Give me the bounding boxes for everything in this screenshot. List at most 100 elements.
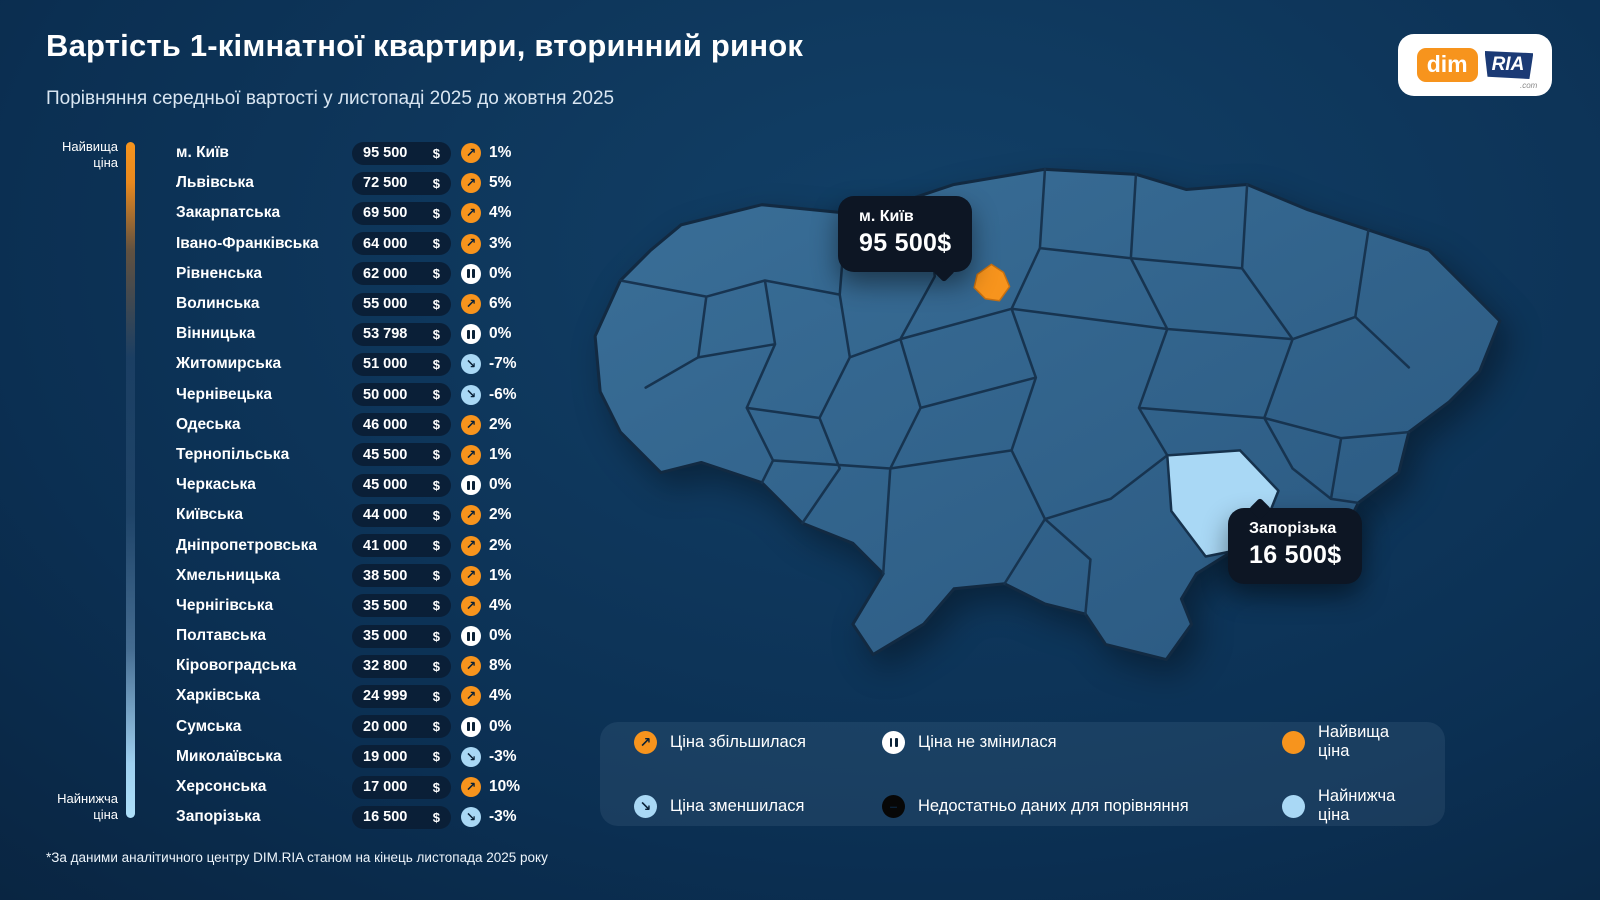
legend-label: Ціна зменшилася bbox=[670, 796, 805, 815]
price-value: 72 500 bbox=[363, 175, 408, 192]
price-pill: 38 500 $ bbox=[352, 564, 451, 588]
trend-icon: ↗ bbox=[461, 414, 481, 435]
region-name: Миколаївська bbox=[176, 747, 282, 765]
price-pill: 62 000 $ bbox=[352, 262, 451, 286]
price-value: 55 000 bbox=[363, 296, 408, 313]
change-percent: 0% bbox=[489, 264, 512, 282]
trend-icon: ↗ bbox=[461, 656, 481, 677]
legend-label: Ціна збільшилася bbox=[670, 732, 806, 751]
region-row: Хмельницька 38 500 $ ↗ 1% bbox=[176, 561, 535, 591]
change-percent: 8% bbox=[489, 657, 512, 675]
logo-ria-text: RIA bbox=[1484, 51, 1534, 79]
region-name: Львівська bbox=[176, 174, 254, 192]
currency-symbol: $ bbox=[432, 356, 440, 372]
legend-item: Найнижча ціна bbox=[1282, 787, 1411, 825]
change-percent: -3% bbox=[489, 747, 517, 765]
region-row: Харківська 24 999 $ ↗ 4% bbox=[176, 681, 535, 711]
region-name: Кіровоградська bbox=[176, 657, 297, 675]
region-row: Чернівецька 50 000 $ ↘ -6% bbox=[176, 380, 535, 410]
region-row: Закарпатська 69 500 $ ↗ 4% bbox=[176, 198, 535, 228]
currency-symbol: $ bbox=[432, 719, 440, 735]
region-name: Чернігівська bbox=[176, 596, 274, 614]
price-value: 35 500 bbox=[363, 597, 408, 614]
legend-label: Недостатньо даних для порівняння bbox=[918, 796, 1189, 815]
price-scale-gradient-bar bbox=[126, 142, 135, 818]
ukraine-map-svg bbox=[593, 167, 1502, 662]
currency-symbol: $ bbox=[432, 688, 440, 704]
region-name: Житомирська bbox=[176, 355, 282, 373]
legend-icon bbox=[1282, 730, 1305, 754]
trend-icon: ↗ bbox=[461, 777, 481, 798]
region-name: Херсонська bbox=[176, 778, 267, 796]
change-percent: 4% bbox=[489, 204, 512, 222]
map-region-kyiv-highlight bbox=[973, 263, 1011, 302]
region-name: Закарпатська bbox=[176, 204, 281, 222]
price-pill: 69 500 $ bbox=[352, 201, 451, 225]
change-percent: 4% bbox=[489, 596, 512, 614]
price-pill: 95 500 $ bbox=[352, 141, 451, 165]
scale-label-highest: Найвища ціна bbox=[62, 139, 118, 171]
trend-icon: ↘ bbox=[461, 807, 481, 828]
legend-item: Найвища ціна bbox=[1282, 723, 1411, 761]
price-value: 50 000 bbox=[363, 386, 408, 403]
currency-symbol: $ bbox=[432, 538, 440, 554]
trend-icon: ↗ bbox=[461, 595, 481, 616]
region-row: Одеська 46 000 $ ↗ 2% bbox=[176, 410, 535, 440]
currency-symbol: $ bbox=[432, 447, 440, 463]
change-percent: 2% bbox=[489, 506, 512, 524]
currency-symbol: $ bbox=[432, 749, 440, 765]
trend-icon: ↘ bbox=[461, 746, 481, 767]
ukraine-map bbox=[585, 150, 1515, 690]
trend-icon: ↗ bbox=[461, 203, 481, 224]
region-row: Миколаївська 19 000 $ ↘ -3% bbox=[176, 742, 535, 772]
price-pill: 35 000 $ bbox=[352, 624, 451, 648]
price-value: 95 500 bbox=[363, 145, 408, 162]
scale-label-lowest: Найнижча ціна bbox=[57, 791, 118, 823]
change-percent: 1% bbox=[489, 445, 512, 463]
trend-icon bbox=[461, 324, 481, 345]
callout-zaporizhzhia-title: Запорізька bbox=[1249, 520, 1337, 537]
change-percent: 1% bbox=[489, 144, 512, 162]
legend-item: Ціна не змінилася bbox=[882, 723, 1282, 761]
region-name: Київська bbox=[176, 506, 244, 524]
change-percent: 10% bbox=[489, 778, 521, 796]
region-row: м. Київ 95 500 $ ↗ 1% bbox=[176, 138, 535, 168]
currency-symbol: $ bbox=[432, 658, 440, 674]
change-percent: 0% bbox=[489, 627, 512, 645]
currency-symbol: $ bbox=[432, 809, 440, 825]
price-value: 35 000 bbox=[363, 628, 408, 645]
change-percent: -6% bbox=[489, 385, 517, 403]
change-percent: 5% bbox=[489, 174, 512, 192]
currency-symbol: $ bbox=[432, 417, 440, 433]
legend-panel: ↗ Ціна збільшилася Ціна не змінилася Най… bbox=[600, 722, 1445, 826]
region-row: Черкаська 45 000 $ 0% bbox=[176, 470, 535, 500]
region-row: Вінницька 53 798 $ 0% bbox=[176, 319, 535, 349]
change-percent: 0% bbox=[489, 717, 512, 735]
callout-zaporizhzhia: Запорізька 16 500$ bbox=[1228, 508, 1363, 584]
price-value: 44 000 bbox=[363, 507, 408, 524]
page-subtitle: Порівняння середньої вартості у листопад… bbox=[46, 88, 615, 109]
legend-label: Найнижча ціна bbox=[1318, 787, 1396, 824]
region-row: Херсонська 17 000 $ ↗ 10% bbox=[176, 772, 535, 802]
map-country-outline bbox=[593, 167, 1502, 662]
currency-symbol: $ bbox=[432, 628, 440, 644]
trend-icon: ↗ bbox=[461, 294, 481, 315]
trend-icon bbox=[461, 263, 481, 284]
logo-com-text: .com bbox=[1519, 81, 1538, 90]
trend-icon bbox=[461, 626, 481, 647]
dim-ria-logo: dim RIA .com bbox=[1398, 34, 1552, 96]
price-value: 41 000 bbox=[363, 537, 408, 554]
price-pill: 44 000 $ bbox=[352, 503, 451, 527]
trend-icon bbox=[461, 475, 481, 496]
price-pill: 50 000 $ bbox=[352, 383, 451, 407]
region-name: Дніпропетровська bbox=[176, 536, 317, 554]
region-name: Чернівецька bbox=[176, 385, 273, 403]
legend-item: ↘ Ціна зменшилася bbox=[634, 787, 882, 825]
change-percent: 6% bbox=[489, 295, 512, 313]
price-pill: 35 500 $ bbox=[352, 594, 451, 618]
price-pill: 19 000 $ bbox=[352, 745, 451, 769]
price-value: 69 500 bbox=[363, 205, 408, 222]
currency-symbol: $ bbox=[432, 507, 440, 523]
trend-icon bbox=[461, 716, 481, 737]
price-value: 45 000 bbox=[363, 477, 408, 494]
